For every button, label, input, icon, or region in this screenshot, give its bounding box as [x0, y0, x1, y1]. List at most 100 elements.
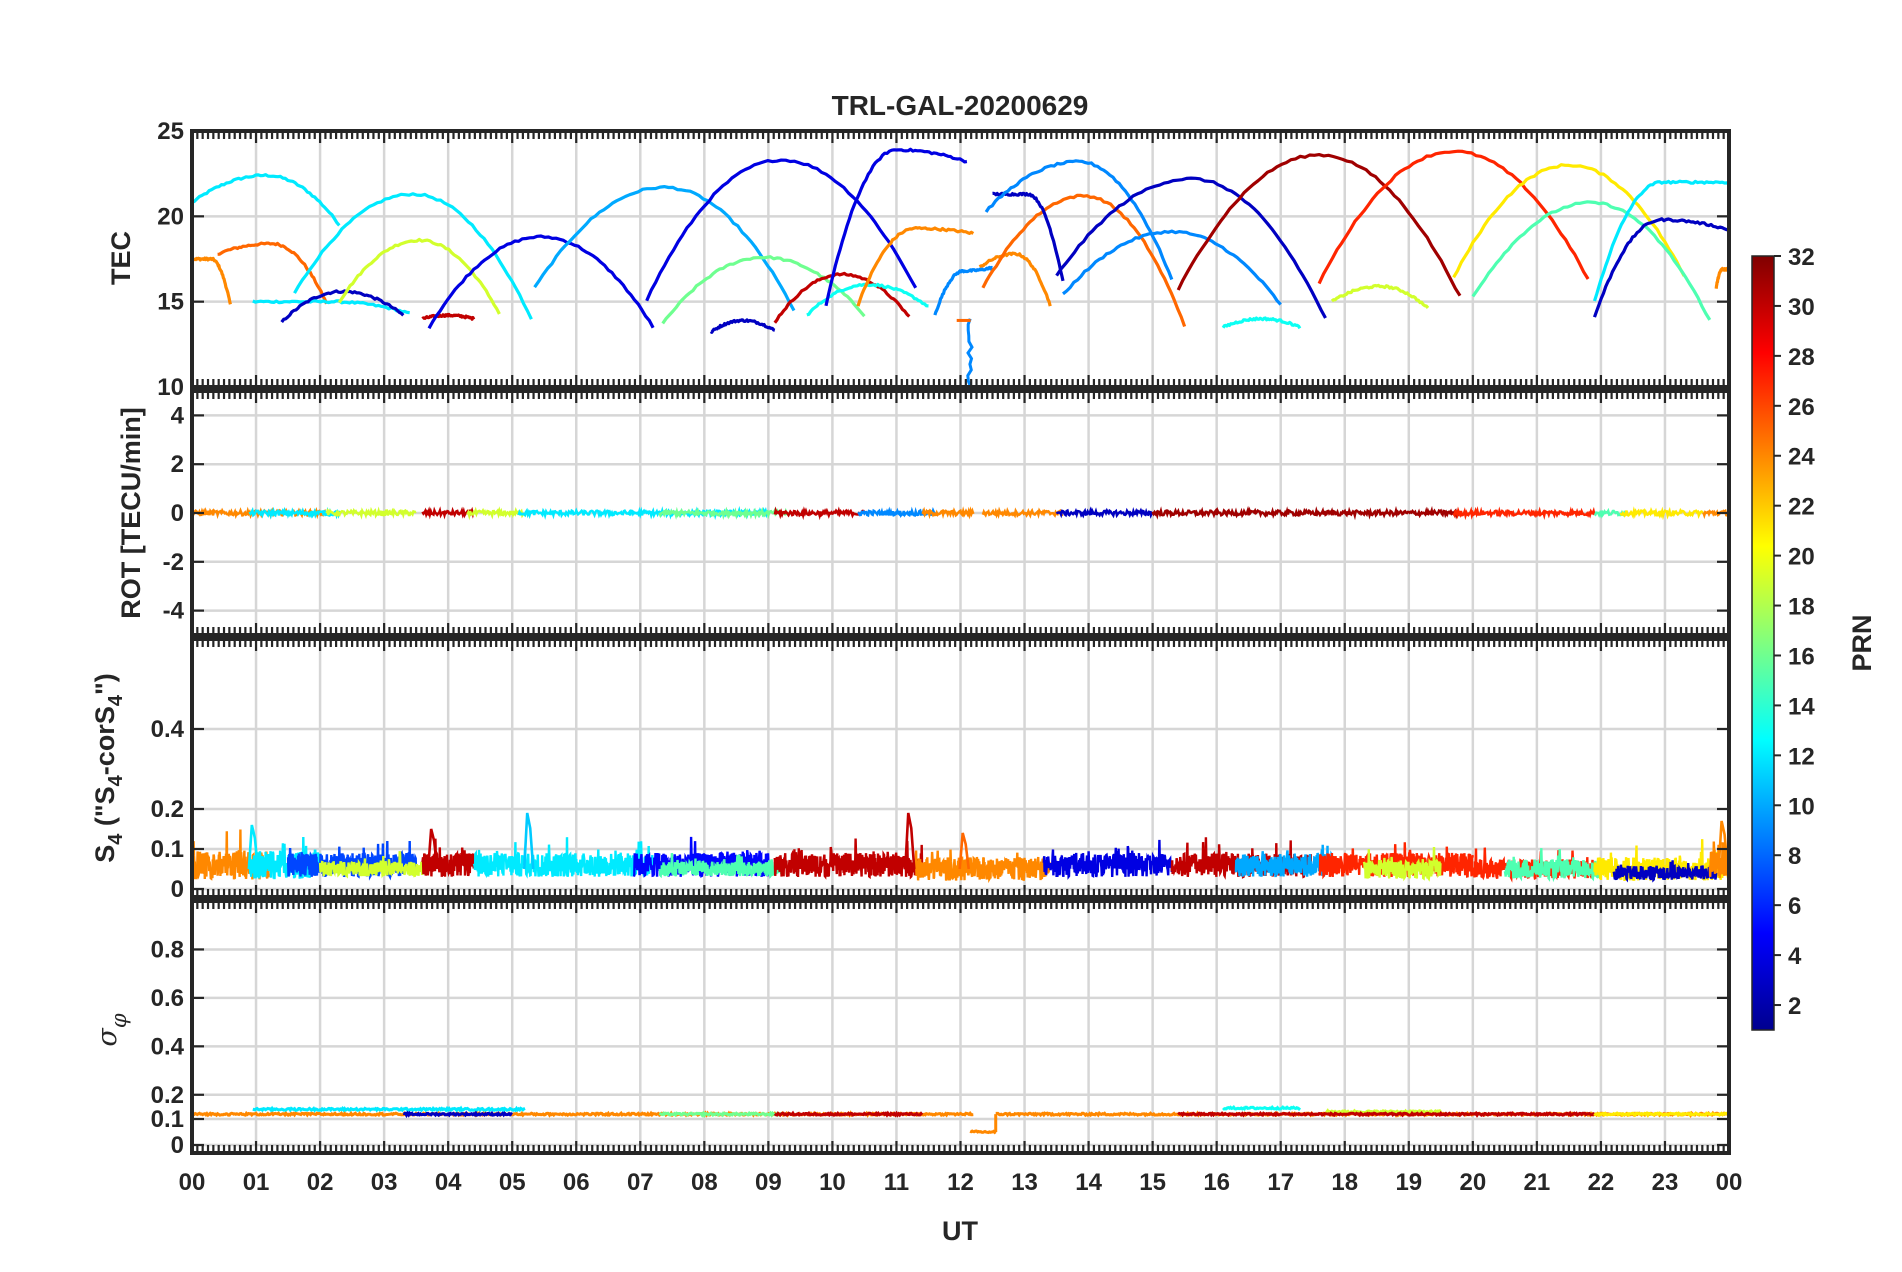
tec-series-group [192, 147, 1729, 387]
sigma-ylabel: σφ [92, 1013, 131, 1046]
tec-arc-prn-31 [1176, 153, 1462, 297]
rot-series-prn-21 [1619, 506, 1704, 521]
colorbar-tick-label: 18 [1788, 594, 1815, 621]
rot-series-prn-27 [1452, 506, 1596, 521]
s4-series-prn-12 [472, 837, 655, 879]
tec-arc-prn-27 [1317, 149, 1590, 285]
tec-arc-prn-25 [981, 193, 1187, 328]
x-tick-label: 06 [563, 1169, 590, 1196]
s4-ytick-label: 0.2 [151, 796, 184, 823]
s4-spike [958, 832, 970, 870]
x-tick-label: 05 [499, 1169, 526, 1196]
sigma-ytick-label: 0.1 [151, 1106, 184, 1133]
s4-series-prn-10 [1234, 844, 1333, 878]
tec-arc-prn-4 [824, 147, 968, 307]
tec-arc-prn-12 [252, 299, 410, 315]
tec-arc-prn-10 [533, 185, 796, 312]
s4-series-prn-30 [773, 838, 924, 880]
frame-layer [190, 129, 1731, 1155]
rot-series-prn-31 [1151, 505, 1461, 521]
sigma-ytick-label: 0.8 [151, 936, 184, 963]
sigma-ytick-label: 0 [171, 1132, 184, 1159]
x-tick-label: 02 [307, 1169, 334, 1196]
x-axis-label: UT [942, 1216, 978, 1246]
x-tick-label: 17 [1267, 1169, 1294, 1196]
tec-dip-event [966, 318, 974, 387]
x-tick-label: 08 [691, 1169, 718, 1196]
sigma-series-prn-3 [402, 1110, 513, 1119]
x-tick-label: 16 [1203, 1169, 1230, 1196]
tec-ytick-label: 25 [157, 118, 184, 145]
x-tick-label: 00 [179, 1169, 206, 1196]
rot-series-group [192, 505, 1729, 521]
tec-arc-prn-24 [978, 251, 1052, 307]
tec-arc-prn-30 [421, 312, 476, 321]
x-tick-label: 13 [1011, 1169, 1038, 1196]
tec-ylabel: TEC [106, 231, 136, 285]
rot-ytick-label: 2 [171, 451, 184, 478]
tec-arc-prn-9 [984, 159, 1174, 281]
series-layer [192, 147, 1729, 1135]
colorbar-tick-label: 12 [1788, 743, 1815, 770]
colorbar-tick-label: 10 [1788, 793, 1815, 820]
x-tick-label: 07 [627, 1169, 654, 1196]
tec-arc-prn-12 [293, 192, 533, 320]
tec-arc-prn-4 [645, 158, 918, 302]
s4-series-prn-27 [1318, 842, 1474, 880]
rot-series-prn-24 [921, 506, 975, 520]
sigma-ytick-label: 0.2 [151, 1082, 184, 1109]
tec-ytick-label: 15 [157, 289, 184, 316]
sigma-series-prn-30 [1177, 1110, 1595, 1118]
x-tick-label: 23 [1652, 1169, 1679, 1196]
rot-series-prn-9 [857, 506, 937, 519]
tick-label-layer: 10152025-4-202400.10.20.400.10.20.40.60.… [151, 118, 1743, 1196]
colorbar-tick-label: 8 [1788, 843, 1801, 870]
tec-arc-prn-3 [1055, 176, 1327, 319]
rot-series-prn-30 [773, 506, 866, 521]
x-tick-label: 09 [755, 1169, 782, 1196]
tec-arc-prn-3 [709, 318, 776, 334]
tec-arc-prn-13 [806, 282, 929, 317]
rot-ytick-label: -4 [163, 598, 185, 625]
rot-ytick-label: -2 [163, 549, 184, 576]
sigma-series-prn-13 [1222, 1104, 1302, 1112]
tec-arc-prn-9 [933, 265, 994, 316]
colorbar-tick-label: 16 [1788, 643, 1815, 670]
s4-series-prn-19 [318, 850, 424, 879]
x-tick-label: 14 [1075, 1169, 1102, 1196]
tec-arc-prn-25 [217, 241, 328, 305]
s4-series-prn-3 [1612, 860, 1718, 883]
x-tick-label: 21 [1524, 1169, 1551, 1196]
x-tick-label: 01 [243, 1169, 270, 1196]
sigma-series-prn-21 [1593, 1111, 1729, 1118]
colorbar-tick-label: 14 [1788, 693, 1815, 720]
colorbar-tick-label: 20 [1788, 544, 1815, 571]
tec-arc-prn-24 [1714, 266, 1729, 289]
colorbar-tick-label: 28 [1788, 344, 1815, 371]
s4-ylabel: S4 ("S4-corS4") [90, 673, 127, 863]
colorbar-frame [1751, 255, 1775, 1031]
tec-arc-prn-24 [856, 226, 975, 307]
tec-arc-prn-21 [1452, 163, 1686, 279]
x-tick-label: 11 [884, 1169, 909, 1196]
s4-ytick-label: 0.1 [151, 836, 184, 863]
tec-arc-prn-3 [280, 289, 405, 324]
tec-arc-prn-3 [1592, 217, 1729, 318]
x-tick-label: 19 [1395, 1169, 1422, 1196]
sigma-ytick-label: 0.6 [151, 985, 184, 1012]
tec-ytick-label: 10 [157, 374, 184, 401]
sigma-series-prn-16 [658, 1110, 783, 1118]
sigma-series-group [192, 1104, 1729, 1135]
tec-arc-prn-24 [192, 256, 232, 305]
s4-series-prn-5 [632, 836, 770, 878]
tec-arc-prn-30 [773, 271, 911, 324]
x-tick-label: 10 [819, 1169, 846, 1196]
tec-arc-prn-9 [1062, 229, 1282, 306]
rot-series-prn-24 [1702, 508, 1729, 520]
sigma-series-prn-30 [773, 1110, 924, 1118]
tec-arc-prn-13 [1221, 316, 1302, 330]
x-tick-label: 04 [435, 1169, 462, 1196]
s4-series-prn-4 [1042, 839, 1173, 880]
